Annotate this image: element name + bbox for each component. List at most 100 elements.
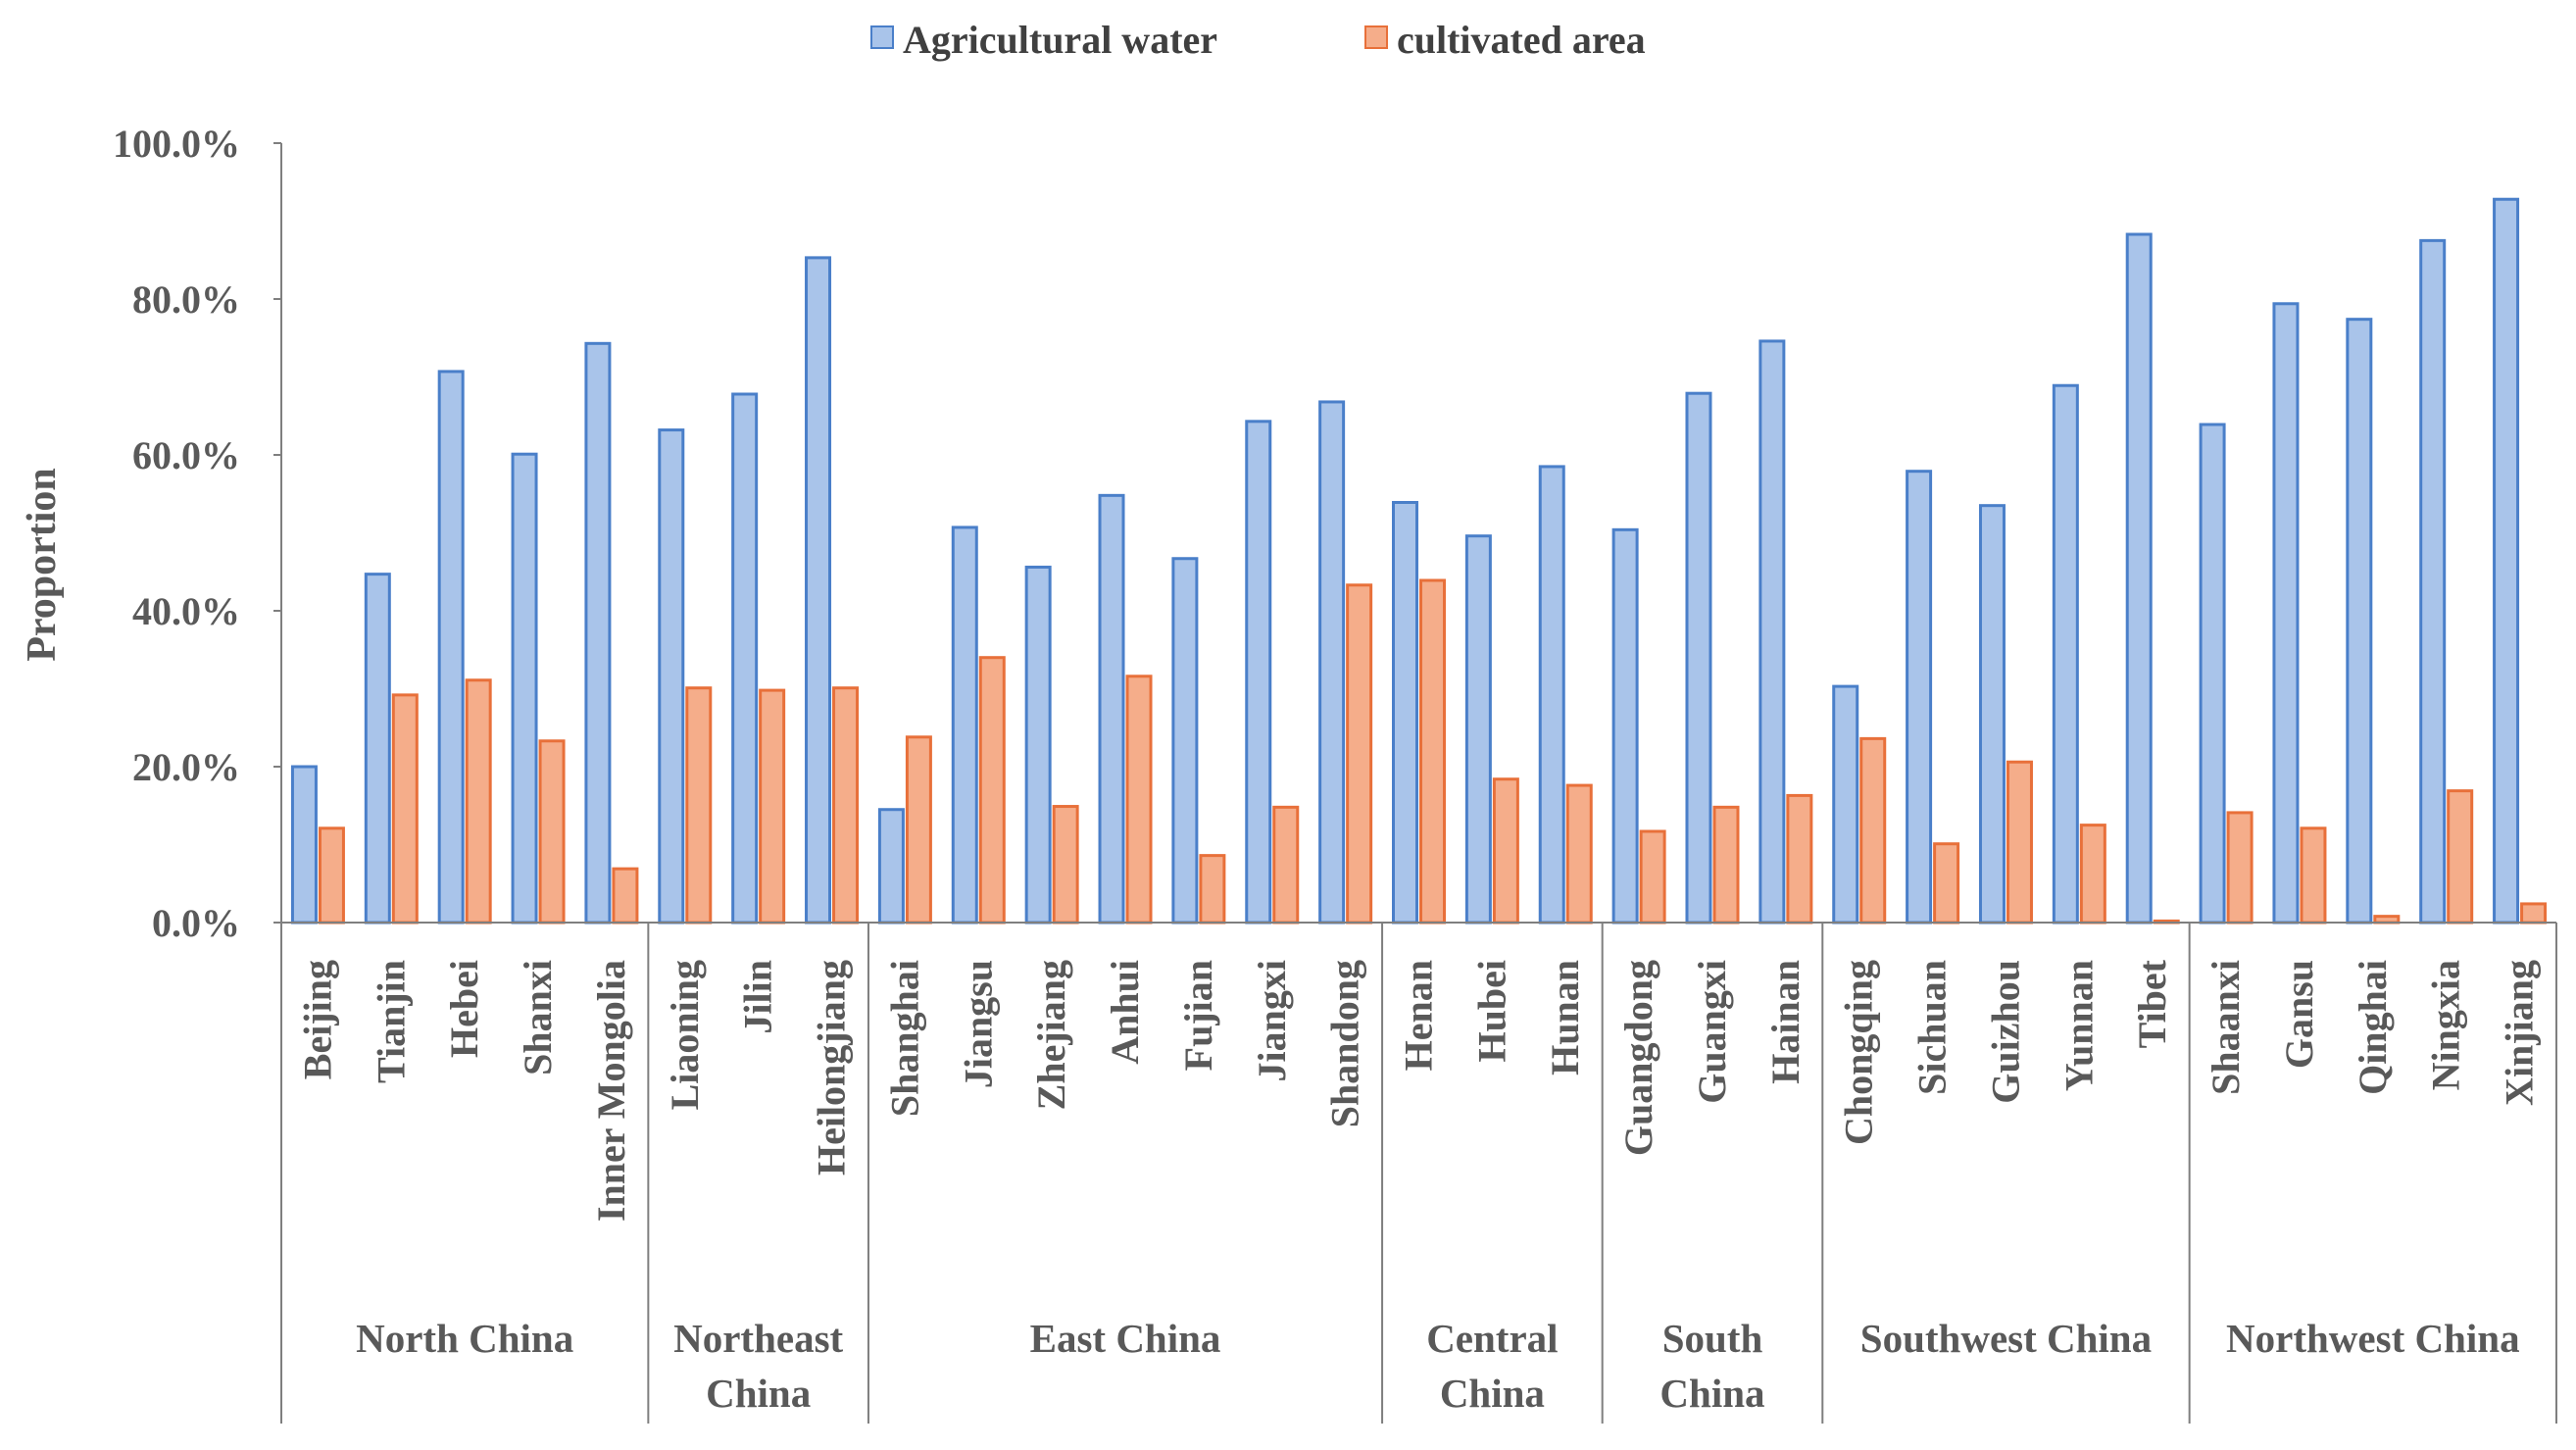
- bar-cultivated-area: [832, 686, 860, 925]
- region-label: South: [1662, 1316, 1763, 1361]
- bar-agricultural-water: [1024, 565, 1052, 925]
- bar-cultivated-area: [538, 739, 566, 925]
- legend-swatch-water: [870, 25, 894, 49]
- bar-agricultural-water: [2052, 383, 2079, 925]
- y-tick-label: 0.0%: [152, 901, 240, 945]
- bar-cultivated-area: [2520, 902, 2548, 925]
- bar-cultivated-area: [1859, 736, 1887, 925]
- legend-label-area: cultivated area: [1397, 18, 1646, 62]
- bar-cultivated-area: [905, 735, 932, 925]
- bar-agricultural-water: [805, 256, 832, 925]
- bars: [290, 197, 2548, 925]
- bar-agricultural-water: [877, 808, 905, 925]
- bar-cultivated-area: [391, 693, 419, 925]
- x-category-label: Zhejiang: [1029, 960, 1073, 1110]
- x-category-label: Yunnan: [2056, 960, 2101, 1091]
- bar-agricultural-water: [1098, 493, 1125, 925]
- bar-agricultural-water: [2272, 302, 2300, 925]
- bar-cultivated-area: [978, 656, 1006, 925]
- bar-agricultural-water: [2493, 197, 2520, 925]
- bar-agricultural-water: [584, 341, 612, 925]
- x-category-label: Henan: [1397, 960, 1441, 1071]
- y-tick-label: 40.0%: [132, 589, 240, 633]
- bar-agricultural-water: [2419, 238, 2447, 925]
- region-label: Southwest China: [1860, 1316, 2152, 1361]
- bar-cultivated-area: [1492, 777, 1519, 925]
- bar-cultivated-area: [1052, 805, 1079, 925]
- region-label: East China: [1030, 1316, 1221, 1361]
- bar-agricultural-water: [290, 765, 318, 925]
- bar-cultivated-area: [2226, 811, 2254, 925]
- bar-agricultural-water: [2346, 318, 2373, 925]
- bar-cultivated-area: [318, 826, 345, 925]
- region-label: China: [1660, 1371, 1764, 1416]
- x-category-label: Heilongjiang: [810, 960, 854, 1175]
- x-category-label: Liaoning: [663, 960, 707, 1110]
- bar-cultivated-area: [685, 686, 713, 925]
- y-tick-label: 60.0%: [132, 433, 240, 477]
- x-category-label: Guangdong: [1616, 960, 1660, 1156]
- x-category-label: Chongqing: [1837, 960, 1881, 1145]
- bar-agricultural-water: [1245, 420, 1272, 925]
- x-category-label: Ningxia: [2424, 960, 2468, 1090]
- category-labels: Beijing Tianjin Hebei Shanxi Inner Mongolia L…: [295, 959, 2541, 1222]
- y-axis-title: Proportion: [20, 468, 65, 662]
- bar-cultivated-area: [2300, 826, 2327, 925]
- x-category-label: Tianjin: [369, 960, 413, 1083]
- bar-agricultural-water: [658, 428, 685, 925]
- bar-agricultural-water: [1464, 534, 1492, 925]
- x-category-label: Shaanxi: [2204, 960, 2248, 1095]
- bar-agricultural-water: [1171, 557, 1199, 925]
- region-label: China: [706, 1371, 811, 1416]
- bar-agricultural-water: [2125, 232, 2153, 925]
- bar-cultivated-area: [2079, 824, 2106, 925]
- x-category-label: Hunan: [1543, 960, 1587, 1075]
- region-label: Northeast: [673, 1316, 843, 1361]
- x-category-label: Guangxi: [1690, 960, 1734, 1104]
- region-labels: North China Northeast China East China Centr…: [356, 1316, 2519, 1416]
- bar-cultivated-area: [1346, 583, 1373, 925]
- region-label: Northwest China: [2226, 1316, 2520, 1361]
- bar-cultivated-area: [1933, 842, 1960, 925]
- axes: [280, 143, 2557, 1424]
- bar-agricultural-water: [1906, 470, 1933, 925]
- x-category-label: Xinjiang: [2498, 960, 2542, 1106]
- bar-cultivated-area: [612, 867, 639, 925]
- x-category-label: Fujian: [1176, 960, 1220, 1071]
- bar-cultivated-area: [1419, 578, 1446, 925]
- y-tick-label: 80.0%: [132, 277, 240, 322]
- bar-agricultural-water: [1392, 500, 1418, 925]
- x-category-label: Qinghai: [2351, 960, 2395, 1095]
- bar-agricultural-water: [1318, 400, 1346, 925]
- bar-cultivated-area: [1786, 793, 1813, 925]
- x-category-label: Jiangsu: [956, 960, 1000, 1088]
- y-axis-ticks: 0.0% 20.0% 40.0% 60.0% 80.0% 100.0%: [113, 122, 281, 945]
- bar-agricultural-water: [951, 525, 978, 925]
- x-category-label: Jiangxi: [1250, 960, 1294, 1081]
- bar-cultivated-area: [1125, 675, 1153, 925]
- bar-cultivated-area: [2006, 760, 2033, 925]
- bar-agricultural-water: [1832, 684, 1859, 925]
- bar-agricultural-water: [2199, 423, 2226, 925]
- bar-cultivated-area: [2447, 789, 2474, 925]
- x-category-label: Gansu: [2277, 960, 2321, 1069]
- legend-label-water: Agricultural water: [903, 18, 1217, 62]
- bar-cultivated-area: [1272, 805, 1300, 925]
- x-category-label: Anhui: [1103, 960, 1147, 1065]
- bar-agricultural-water: [437, 370, 465, 925]
- bar-agricultural-water: [364, 573, 391, 925]
- legend: Agricultural water cultivated area: [870, 18, 1646, 62]
- x-category-label: Tibet: [2130, 959, 2174, 1048]
- bar-agricultural-water: [511, 452, 538, 925]
- y-tick-label: 100.0%: [113, 122, 240, 166]
- region-label: China: [1440, 1371, 1545, 1416]
- bar-cultivated-area: [465, 678, 492, 925]
- x-category-label: Guizhou: [1983, 960, 2027, 1104]
- x-category-label: Shanghai: [882, 960, 926, 1117]
- y-tick-label: 20.0%: [132, 745, 240, 789]
- legend-swatch-area: [1364, 25, 1388, 49]
- region-label: Central: [1426, 1316, 1558, 1361]
- x-category-label: Hebei: [442, 960, 486, 1058]
- bar-cultivated-area: [1565, 783, 1593, 925]
- bar-cultivated-area: [1712, 805, 1740, 925]
